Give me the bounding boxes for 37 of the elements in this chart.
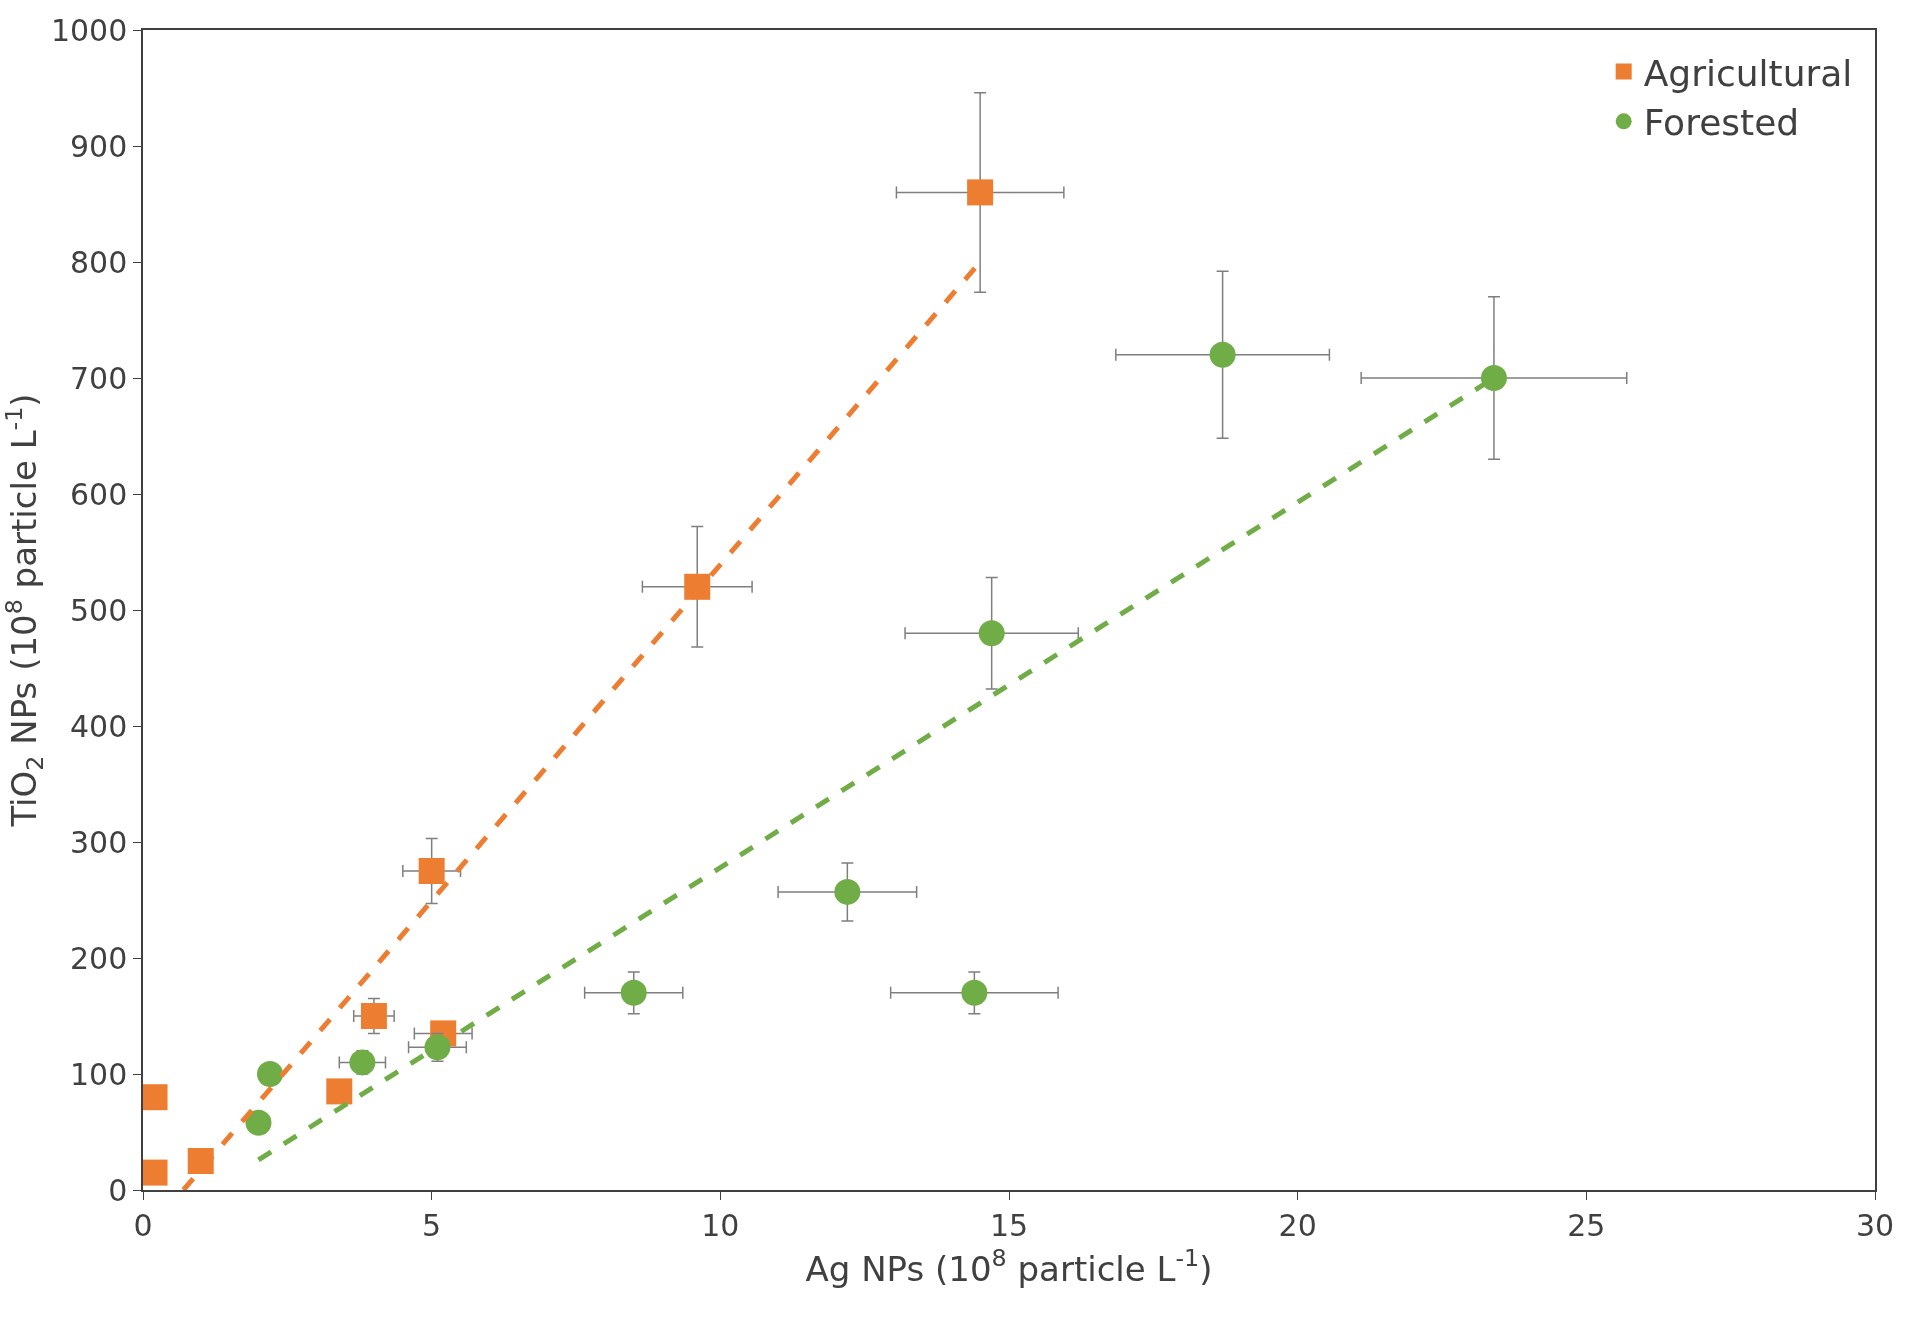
point (620, 979, 647, 1006)
legend-label: Agricultural (1643, 52, 1853, 94)
x-tick-label: 10 (701, 1207, 740, 1243)
y-tick-label: 600 (69, 476, 128, 512)
point (245, 1109, 272, 1136)
y-tick-label: 400 (69, 708, 128, 744)
point (834, 878, 861, 905)
point (187, 1148, 214, 1174)
x-tick-label: 5 (422, 1207, 442, 1243)
point (349, 1049, 376, 1076)
y-tick-label: 900 (69, 128, 128, 164)
x-axis-title: Ag NPs (10$^{8}$ particle L$^{-1}$) (805, 1244, 1213, 1289)
point (141, 1084, 168, 1111)
y-tick-label: 700 (69, 360, 128, 396)
y-tick-label: 100 (69, 1056, 128, 1092)
x-tick-label: 15 (989, 1207, 1029, 1243)
point (978, 620, 1005, 647)
y-tick-label: 1000 (50, 12, 128, 48)
y-tick-label: 200 (69, 940, 128, 976)
point (961, 979, 988, 1006)
x-tick-label: 20 (1278, 1207, 1317, 1243)
point (967, 179, 994, 206)
y-tick-label: 300 (69, 824, 128, 860)
legend-label: Forested (1643, 102, 1800, 144)
y-tick-label: 800 (69, 244, 128, 280)
point (141, 1159, 168, 1186)
point (418, 858, 445, 884)
point (257, 1061, 284, 1087)
point (360, 1003, 387, 1029)
y-tick-label: 500 (69, 592, 128, 628)
x-tick-label: 0 (133, 1207, 153, 1243)
x-tick-label: 25 (1567, 1207, 1606, 1243)
y-tick-label: 0 (108, 1172, 128, 1208)
point (1480, 365, 1507, 391)
x-tick-label: 30 (1855, 1207, 1895, 1243)
point (1209, 341, 1236, 368)
point (326, 1078, 353, 1105)
